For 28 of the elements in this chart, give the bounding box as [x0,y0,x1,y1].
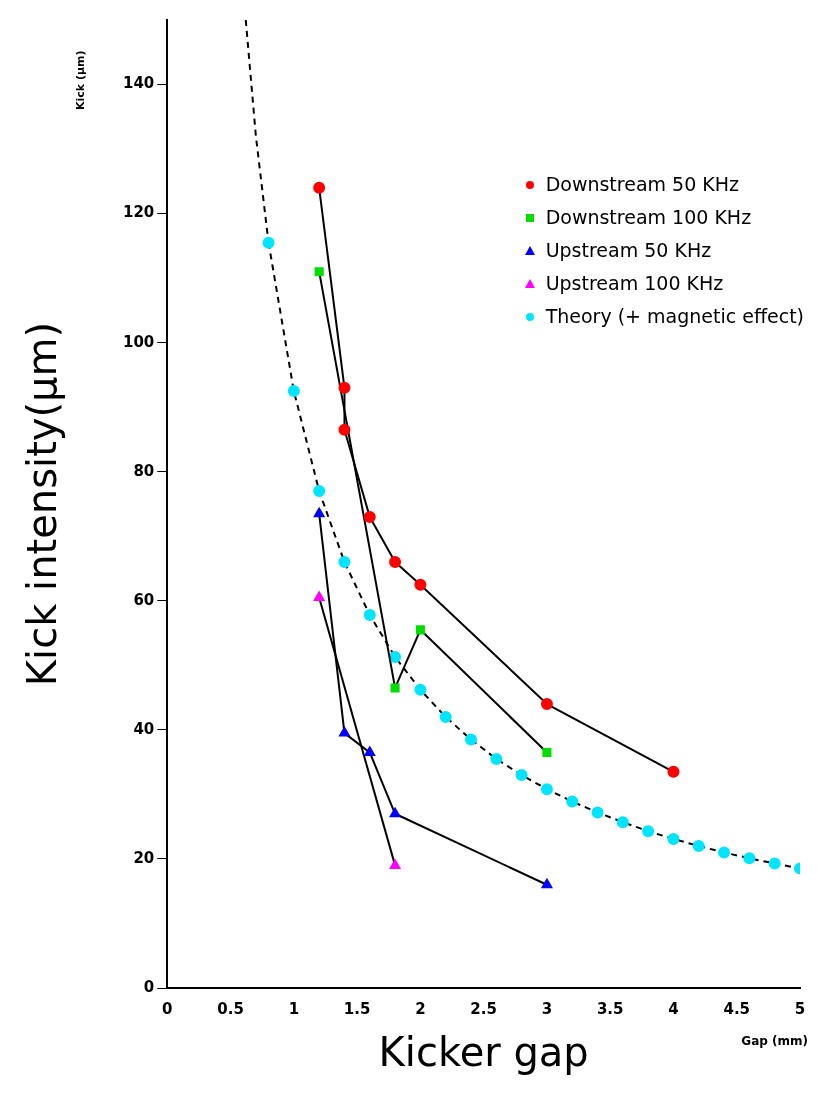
y-tick-label: 120 [123,203,155,222]
x-tick-label: 2 [415,999,426,1018]
legend-label: Downstream 50 KHz [545,172,740,197]
y-axis-title: Kick intensity(μm) [19,321,66,687]
text: Gap (mm) [741,1034,808,1048]
legend-label: Upstream 100 KHz [545,271,724,296]
y-tick-label: 140 [123,74,155,93]
x-tick-label: 1 [288,999,300,1018]
x-tick-label: 4 [668,999,679,1018]
y-tick-label: 0 [143,977,155,996]
x-axis-title: Kicker gap [378,1029,589,1076]
legend-label: Upstream 50 KHz [545,238,712,263]
y-tick-label: 40 [133,719,155,738]
x-tick-label: 5 [794,999,806,1018]
y-tick-label: 80 [133,461,155,480]
y-tick-label: 100 [123,332,155,351]
x-tick-label: 3.5 [596,999,624,1018]
x-tick-label: 3 [541,999,553,1018]
y-tick-label: 60 [133,590,155,609]
x-tick-label: 1.5 [343,999,371,1018]
text: Kick (μm) [74,50,87,110]
legend-label: Theory (+ magnetic effect) [545,304,804,329]
legend-label: Downstream 100 KHz [545,205,752,230]
x-tick-label: 0 [162,999,173,1018]
x-tick-label: 4.5 [723,999,751,1018]
x-tick-label: 0.5 [217,999,244,1018]
x-tick-label: 2.5 [470,999,497,1018]
y-tick-label: 20 [133,848,155,867]
